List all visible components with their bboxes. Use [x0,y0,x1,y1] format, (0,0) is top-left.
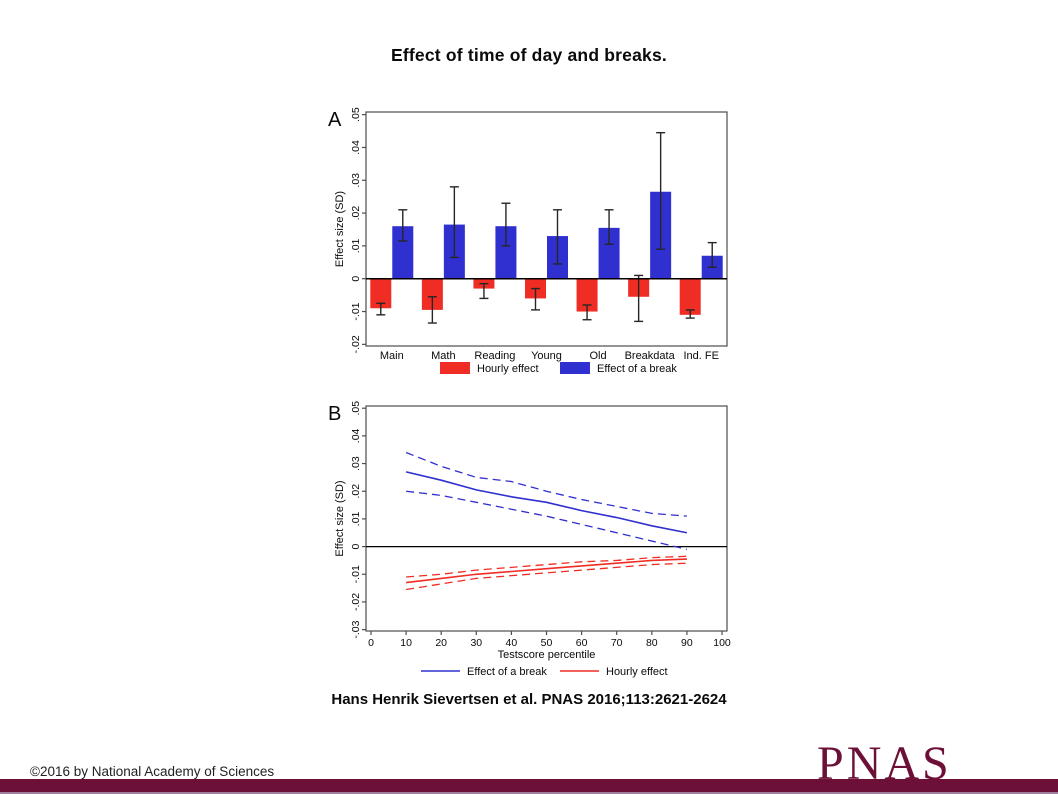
svg-text:40: 40 [506,637,518,649]
svg-text:100: 100 [713,637,731,649]
bar [370,278,392,309]
svg-text:-.01: -.01 [350,302,362,320]
svg-text:60: 60 [576,637,588,649]
x-axis-label: Testscore percentile [498,649,596,661]
panel-label: A [328,109,342,131]
svg-text:.02: .02 [350,206,362,221]
svg-text:0: 0 [350,544,362,550]
svg-text:80: 80 [646,637,658,649]
svg-text:10: 10 [400,637,412,649]
svg-text:0: 0 [368,637,374,649]
x-axis: 0 10 20 30 40 50 60 70 80 90 100 Testscore percenti… [368,631,731,661]
svg-text:.05: .05 [350,401,362,416]
bar [421,278,443,310]
svg-text:Hourly effect: Hourly effect [606,666,668,678]
series-line [406,490,688,550]
svg-text:.01: .01 [350,511,362,526]
series-line [405,471,688,534]
error-bars-group [376,131,717,324]
footer-accent-strip [0,792,1058,794]
svg-text:90: 90 [681,637,693,649]
figure-title: Effect of time of day and breaks. [391,45,667,65]
legend: Effect of a break Hourly effect [421,666,668,678]
bars-group [370,191,723,315]
panel-a-bar-chart: -.02 -.01 0 .01 .02 .03 .04 .05 Effect size (SD)… [328,107,728,375]
svg-text:.03: .03 [350,173,362,188]
svg-text:.05: .05 [350,107,362,122]
svg-text:Effect of a break: Effect of a break [467,666,547,678]
svg-text:.02: .02 [350,484,362,499]
series-line [406,555,687,578]
panel-b-line-chart: -.03 -.02 -.01 0 .01 .02 .03 .04 .05 Effect size … [328,401,731,678]
svg-text:-.03: -.03 [350,620,362,638]
bar [679,278,701,315]
panel-label: B [328,403,341,425]
svg-text:-.02: -.02 [350,593,362,611]
svg-text:-.01: -.01 [350,565,362,583]
lines-group [405,451,688,591]
y-axis-label: Effect size (SD) [334,480,346,556]
axis: -.03 -.02 -.01 0 .01 .02 .03 .04 .05 Effect size … [328,401,728,639]
bar [495,226,517,279]
pnas-logo: PNAS [817,737,952,790]
svg-text:Math: Math [431,350,455,362]
svg-text:.04: .04 [350,140,362,155]
svg-text:Breakdata: Breakdata [625,350,676,362]
series-line [405,451,687,517]
svg-text:20: 20 [435,637,447,649]
svg-text:.04: .04 [350,428,362,443]
bar [598,227,620,279]
svg-text:Hourly effect: Hourly effect [477,363,539,375]
y-axis-label: Effect size (SD) [334,191,346,267]
svg-text:-.02: -.02 [350,335,362,353]
bar [392,226,414,279]
series-line [406,558,687,584]
copyright-text: ©2016 by National Academy of Sciences [30,764,275,779]
bar [576,278,598,312]
svg-text:Main: Main [380,350,404,362]
svg-text:50: 50 [541,637,553,649]
citation-text: Hans Henrik Sievertsen et al. PNAS 2016;… [331,691,727,708]
svg-text:0: 0 [350,276,362,282]
svg-text:70: 70 [611,637,623,649]
svg-text:Effect of a break: Effect of a break [597,363,677,375]
legend: Hourly effect Effect of a break [440,362,677,375]
footer-maroon-bar [0,779,1058,792]
svg-text:Ind. FE: Ind. FE [683,350,718,362]
svg-text:Old: Old [590,350,607,362]
series-line [405,562,687,591]
svg-text:.01: .01 [350,238,362,253]
svg-text:30: 30 [470,637,482,649]
x-category-labels: Main Math Reading Young Old Breakdata Ind. FE [380,350,719,362]
svg-text:.03: .03 [350,456,362,471]
axis: -.02 -.01 0 .01 .02 .03 .04 .05 Effect size (SD)… [328,107,728,353]
svg-text:Reading: Reading [474,350,515,362]
svg-text:Young: Young [531,350,562,362]
